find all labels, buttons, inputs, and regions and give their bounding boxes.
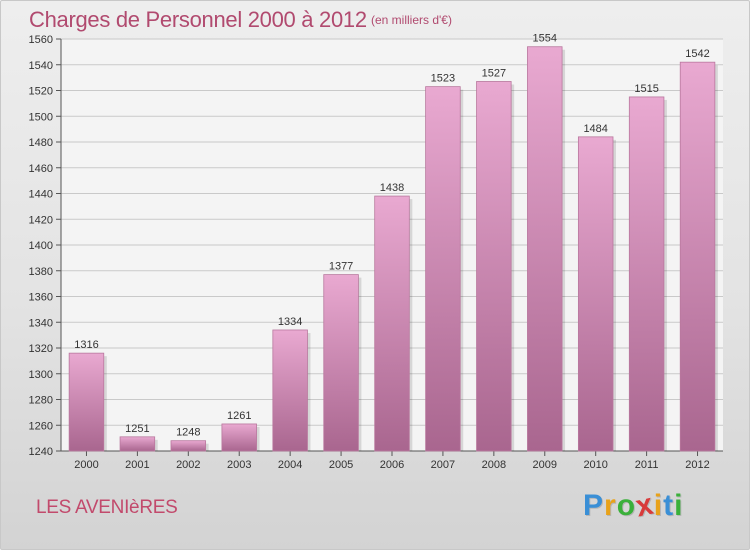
y-tick-label: 1460 [29,163,53,175]
y-tick-label: 1560 [29,34,53,46]
y-tick-label: 1520 [29,86,53,98]
x-tick-label: 2007 [431,459,455,471]
x-tick-label: 2001 [125,459,149,471]
bar-2008 [476,81,512,452]
bar-value-label: 1377 [329,261,353,273]
y-tick-label: 1500 [29,111,53,123]
logo-letter: r [604,489,617,522]
x-tick-label: 2009 [533,459,557,471]
logo-letter: i [653,489,664,522]
bar-value-label: 1334 [278,316,302,328]
y-tick-label: 1360 [29,292,53,304]
bar-2011 [628,96,665,452]
y-tick-label: 1400 [29,240,53,252]
y-tick-label: 1340 [29,317,53,329]
x-tick-label: 2004 [278,459,302,471]
bar-2006 [374,195,410,452]
bar-2012 [679,61,716,452]
logo-letter: o [616,489,637,522]
bar-2002 [170,440,207,452]
bar-value-label: 1554 [533,33,557,45]
bar-2001 [119,436,156,452]
bar-2007 [425,86,461,452]
bar-value-label: 1438 [380,182,404,194]
x-tick-label: 2002 [176,459,200,471]
labels: 1240 1260 1280 1300 1320 1340 1360 1380 1400 1420… [29,33,710,471]
bar-value-label: 1523 [431,73,455,85]
y-tick-label: 1480 [29,137,53,149]
bars [68,46,718,452]
bar-value-label: 1248 [176,427,200,439]
bar-value-label: 1527 [482,67,506,79]
y-tick-label: 1380 [29,266,53,278]
x-tick-label: 2010 [583,459,607,471]
x-tick-label: 2003 [227,459,251,471]
bar-value-label: 1251 [125,423,149,435]
y-tick-label: 1280 [29,395,53,407]
x-tick-label: 2011 [635,459,659,471]
y-tick-label: 1440 [29,189,53,201]
bar-value-label: 1484 [583,123,607,135]
bar-2004 [272,329,308,452]
y-tick-label: 1320 [29,343,53,355]
chart-title: Charges de Personnel 2000 à 2012 [29,7,367,32]
bar-2009 [527,46,563,452]
bar-value-label: 1542 [685,48,709,60]
x-tick-label: 2012 [685,459,709,471]
x-tick-label: 2005 [329,459,353,471]
logo-letter: P [583,489,605,522]
y-tick-label: 1300 [29,369,53,381]
logo-letter: i [674,489,684,522]
bar-value-label: 1316 [74,339,98,351]
bar-value-label: 1261 [227,410,251,422]
y-tick-label: 1260 [29,420,53,432]
bar-2003 [221,423,257,452]
bar-value-label: 1515 [634,83,658,95]
x-tick-label: 2006 [380,459,404,471]
bar-2000 [68,352,105,452]
y-tick-label: 1420 [29,214,53,226]
bar-2005 [323,274,359,452]
chart-unit: (en milliers d'€) [371,13,452,27]
bar-2010 [577,136,614,452]
x-tick-label: 2008 [482,459,506,471]
x-tick-label: 2000 [74,459,98,471]
logo-letter: t [663,489,675,522]
commune-name: LES AVENIèRES [36,497,178,518]
proxiti-logo: Proxiti [583,488,684,524]
y-tick-label: 1540 [29,60,53,72]
y-tick-label: 1240 [29,446,53,458]
